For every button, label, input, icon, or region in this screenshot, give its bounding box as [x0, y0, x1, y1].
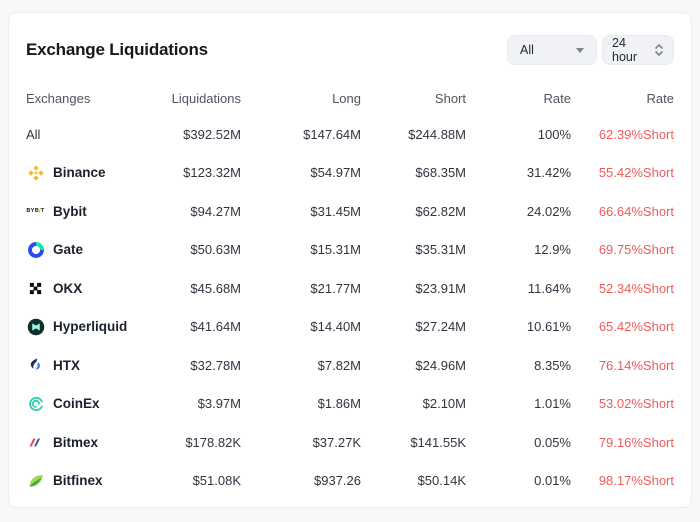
liquidations-value: $94.27M: [190, 203, 241, 219]
long-value: $14.40M: [310, 319, 361, 335]
short-rate-value: 53.02%Short: [598, 396, 674, 412]
liquidations-value: $50.63M: [190, 242, 241, 258]
short-value: $27.24M: [415, 319, 466, 335]
timeframe-filter-value: 24 hour: [612, 36, 638, 64]
liquidations-value: $3.97M: [197, 396, 241, 412]
exchange-name: CoinEx: [53, 396, 100, 412]
liquidations-value: $32.78M: [190, 357, 241, 373]
exchange-name: Binance: [53, 165, 106, 181]
card-header: Exchange Liquidations All 24 hour: [26, 35, 674, 65]
liquidations-value: $51.08K: [192, 473, 241, 489]
exchange-name: Hyperliquid: [53, 319, 128, 335]
table-row[interactable]: Binance $123.32M $54.97M $68.35M 31.42% …: [26, 154, 674, 193]
rate-value: 12.9%: [534, 242, 571, 258]
col-header-exchanges: Exchanges: [26, 90, 91, 106]
short-value: $2.10M: [422, 396, 466, 412]
short-value: $68.35M: [415, 165, 466, 181]
bitmex-icon: [26, 433, 45, 452]
short-value: $62.82M: [415, 203, 466, 219]
short-rate-value: 98.17%Short: [598, 473, 674, 489]
long-value: $37.27K: [312, 434, 361, 450]
htx-icon: [26, 356, 45, 375]
binance-icon: [26, 163, 45, 182]
col-header-liquidations: Liquidations: [171, 90, 241, 106]
gate-icon: [26, 240, 45, 259]
bitfinex-icon: [26, 471, 45, 490]
short-rate-value: 65.42%Short: [598, 319, 674, 335]
exchange-filter-select[interactable]: All: [507, 35, 597, 65]
rate-value: 1.01%: [534, 396, 571, 412]
rate-value: 11.64%: [527, 280, 571, 296]
filter-controls: All 24 hour: [507, 35, 674, 65]
table-row[interactable]: Hyperliquid $41.64M $14.40M $27.24M 10.6…: [26, 308, 674, 347]
long-value: $1.86M: [317, 396, 361, 412]
table-row[interactable]: OKX $45.68M $21.77M $23.91M 11.64% 52.34…: [26, 269, 674, 308]
rate-value: 0.05%: [534, 434, 571, 450]
hyperliquid-icon: [26, 317, 45, 336]
col-header-long: Long: [332, 90, 361, 106]
long-value: $15.31M: [310, 242, 361, 258]
table-row[interactable]: CoinEx $3.97M $1.86M $2.10M 1.01% 53.02%…: [26, 385, 674, 424]
exchange-name: All: [26, 126, 41, 142]
short-value: $24.96M: [415, 357, 466, 373]
short-rate-value: 76.14%Short: [598, 357, 674, 373]
short-value: $50.14K: [417, 473, 466, 489]
exchange-name: Gate: [53, 242, 84, 258]
rate-value: 31.42%: [526, 165, 571, 181]
short-rate-value: 79.16%Short: [598, 434, 674, 450]
liquidations-value: $45.68M: [190, 280, 241, 296]
short-rate-value: 62.39%Short: [598, 126, 674, 142]
liquidations-value: $392.52M: [183, 126, 241, 142]
table-row[interactable]: All $392.52M $147.64M $244.88M 100% 62.3…: [26, 115, 674, 154]
rate-value: 0.01%: [534, 473, 571, 489]
coinex-icon: [26, 394, 45, 413]
exchange-name: HTX: [53, 357, 80, 373]
liquidations-value: $123.32M: [183, 165, 241, 181]
bybit-icon: BYBIT: [26, 208, 45, 215]
table-row[interactable]: Bitmex $178.82K $37.27K $141.55K 0.05% 7…: [26, 423, 674, 462]
table-row[interactable]: Bitfinex $51.08K $937.26 $50.14K 0.01% 9…: [26, 462, 674, 501]
short-rate-value: 52.34%Short: [598, 280, 674, 296]
table-row[interactable]: BYBIT Bybit $94.27M $31.45M $62.82M 24.0…: [26, 192, 674, 231]
rate-value: 24.02%: [526, 203, 571, 219]
timeframe-filter-select[interactable]: 24 hour: [602, 35, 674, 65]
liquidations-value: $41.64M: [190, 319, 241, 335]
exchange-name: OKX: [53, 280, 83, 296]
short-value: $244.88M: [408, 126, 466, 142]
short-rate-value: 69.75%Short: [598, 242, 674, 258]
table-header-row: Exchanges Liquidations Long Short Rate R…: [26, 81, 674, 115]
rate-value: 8.35%: [534, 357, 571, 373]
long-value: $21.77M: [310, 280, 361, 296]
short-rate-value: 66.64%Short: [598, 203, 674, 219]
exchange-name: Bybit: [53, 203, 87, 219]
page-title: Exchange Liquidations: [26, 40, 208, 59]
col-header-short-rate: Rate: [646, 90, 674, 106]
rate-value: 10.61%: [526, 319, 571, 335]
col-header-short: Short: [434, 90, 466, 106]
updown-chevrons-icon: [654, 42, 664, 58]
rate-value: 100%: [537, 126, 571, 142]
long-value: $147.64M: [303, 126, 361, 142]
long-value: $31.45M: [310, 203, 361, 219]
long-value: $7.82M: [317, 357, 361, 373]
short-rate-value: 55.42%Short: [598, 165, 674, 181]
table-row[interactable]: HTX $32.78M $7.82M $24.96M 8.35% 76.14%S…: [26, 346, 674, 385]
okx-icon: [26, 279, 45, 298]
caret-down-icon: [576, 47, 584, 53]
table-row[interactable]: Gate $50.63M $15.31M $35.31M 12.9% 69.75…: [26, 231, 674, 270]
long-value: $54.97M: [310, 165, 361, 181]
short-value: $23.91M: [415, 280, 466, 296]
exchange-name: Bitmex: [53, 434, 99, 450]
liquidations-value: $178.82K: [185, 434, 241, 450]
exchange-name: Bitfinex: [53, 473, 103, 489]
col-header-rate: Rate: [543, 90, 571, 106]
short-value: $141.55K: [410, 434, 466, 450]
exchange-filter-value: All: [520, 43, 534, 57]
short-value: $35.31M: [415, 242, 466, 258]
long-value: $937.26: [314, 473, 361, 489]
exchange-liquidations-card: Exchange Liquidations All 24 hour Exchan…: [8, 12, 692, 508]
